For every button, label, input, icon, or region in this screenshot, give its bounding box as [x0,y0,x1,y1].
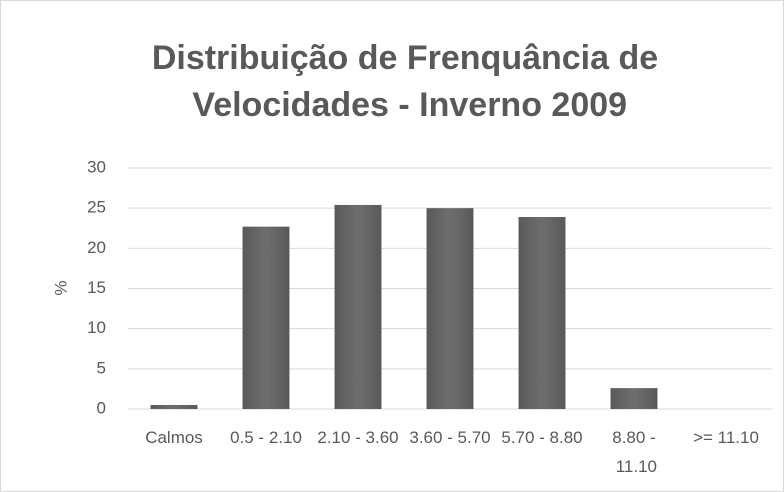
y-axis-label: % [51,280,70,295]
bar [334,204,382,409]
x-tick-label: 2.10 - 3.60 [317,428,398,447]
y-tick-label: 20 [87,238,106,257]
x-tick-label: 0.5 - 2.10 [230,428,302,447]
y-tick-label: 0 [97,398,106,417]
bar [518,217,566,409]
chart-title: Distribuição de Frenquância de Velocidad… [152,39,658,124]
x-tick-label: 3.60 - 5.70 [409,428,490,447]
bar [610,388,658,409]
y-tick-label: 30 [87,157,106,176]
y-tick-label: 10 [87,318,106,337]
x-tick-label: >= 11.10 [693,428,759,447]
x-tick-label: 8.80 - 11.10 [611,428,657,476]
bar [426,208,474,409]
y-tick-label: 15 [87,278,106,297]
y-tick-label: 5 [97,358,106,377]
bar [242,226,290,409]
x-tick-label: Calmos [145,428,203,447]
bar [150,404,198,409]
y-tick-label: 25 [87,198,106,217]
x-tick-label: 5.70 - 8.80 [501,428,582,447]
